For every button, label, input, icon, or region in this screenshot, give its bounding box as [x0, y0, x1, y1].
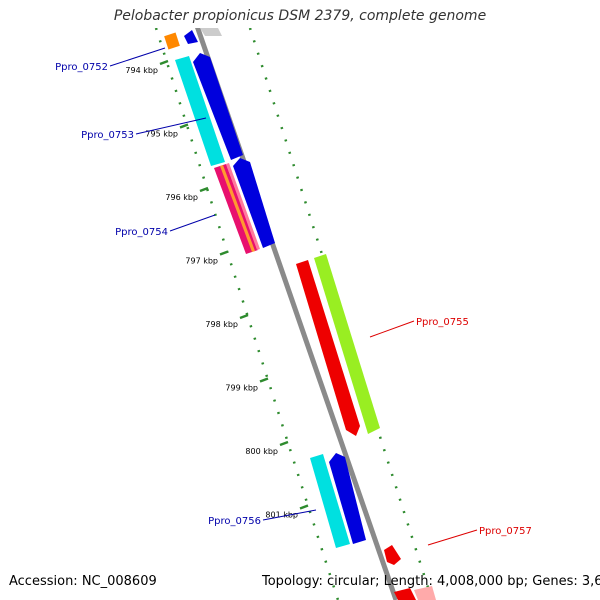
- gene-feature-red-bottom: [394, 588, 416, 600]
- gene-feature-red-ppro-0757: [384, 545, 401, 565]
- gene-feature-orange-ppro-0752: [164, 32, 180, 50]
- accession-text: Accession: NC_008609: [9, 574, 157, 589]
- gene-leader-line: [135, 117, 207, 135]
- ruler-tick-label: 798 kbp: [205, 320, 238, 329]
- ruler-ticks: 794 kbp 795 kbp 796 kbp 797 kbp 798 kbp 799 k…: [125, 59, 309, 520]
- gene-feature-cyan-ppro-0756: [310, 454, 350, 548]
- ruler-tick: [159, 59, 169, 66]
- gene-leader-line: [262, 509, 317, 521]
- gene-label-ppro-0755[interactable]: Ppro_0755: [416, 317, 469, 328]
- gene-feature-stripe: [220, 165, 255, 252]
- gene-feature-blue-ppro-0756: [329, 453, 366, 544]
- gene-feature-pink-bottom: [414, 586, 436, 600]
- gene-feature-grey-top: [200, 28, 222, 36]
- ruler-tick-label: 797 kbp: [185, 257, 218, 266]
- gene-leader-line: [369, 320, 415, 338]
- gene-callouts: Ppro_0752 Ppro_0753 Ppro_0754 Ppro_0755 Ppro…: [55, 47, 532, 546]
- ruler-tick-label: 801 kbp: [265, 511, 298, 520]
- map-title: Pelobacter propionicus DSM 2379, complet…: [113, 8, 487, 24]
- gene-leader-line: [427, 529, 478, 546]
- ruler-tick: [279, 440, 289, 447]
- ruler-tick: [219, 250, 229, 256]
- ruler-tick-label: 799 kbp: [225, 384, 258, 393]
- gene-leader-line: [169, 214, 216, 232]
- ruler-tick-label: 800 kbp: [245, 447, 278, 456]
- gene-feature-blue-ppro-0754: [233, 158, 275, 248]
- forward-track-guide: [154, 28, 340, 600]
- gene-feature-blue-ppro-0753: [193, 53, 243, 160]
- ruler-tick: [299, 504, 309, 510]
- ruler-tick: [199, 186, 209, 193]
- gene-label-ppro-0753[interactable]: Ppro_0753: [81, 130, 134, 141]
- gene-leader-line: [109, 47, 166, 67]
- gene-feature-stripe: [226, 163, 260, 250]
- gene-feature-green-ppro-0755: [314, 254, 380, 434]
- gene-feature-blue-small: [184, 30, 198, 44]
- gene-label-ppro-0756[interactable]: Ppro_0756: [208, 516, 261, 527]
- ruler-tick: [259, 377, 269, 383]
- ruler-tick-label: 794 kbp: [125, 66, 158, 75]
- gene-label-ppro-0754[interactable]: Ppro_0754: [115, 227, 168, 238]
- ruler-tick-label: 796 kbp: [165, 193, 198, 202]
- gene-feature-red-ppro-0755: [296, 260, 360, 436]
- ruler-tick: [179, 123, 189, 129]
- ruler-tick: [239, 313, 249, 320]
- gene-label-ppro-0752[interactable]: Ppro_0752: [55, 62, 108, 73]
- gene-label-ppro-0757[interactable]: Ppro_0757: [479, 526, 532, 537]
- ruler-tick-label: 795 kbp: [145, 130, 178, 139]
- topology-summary: Topology: circular; Length: 4,008,000 bp…: [262, 574, 600, 589]
- gene-feature-cyan-ppro-0753: [175, 56, 225, 166]
